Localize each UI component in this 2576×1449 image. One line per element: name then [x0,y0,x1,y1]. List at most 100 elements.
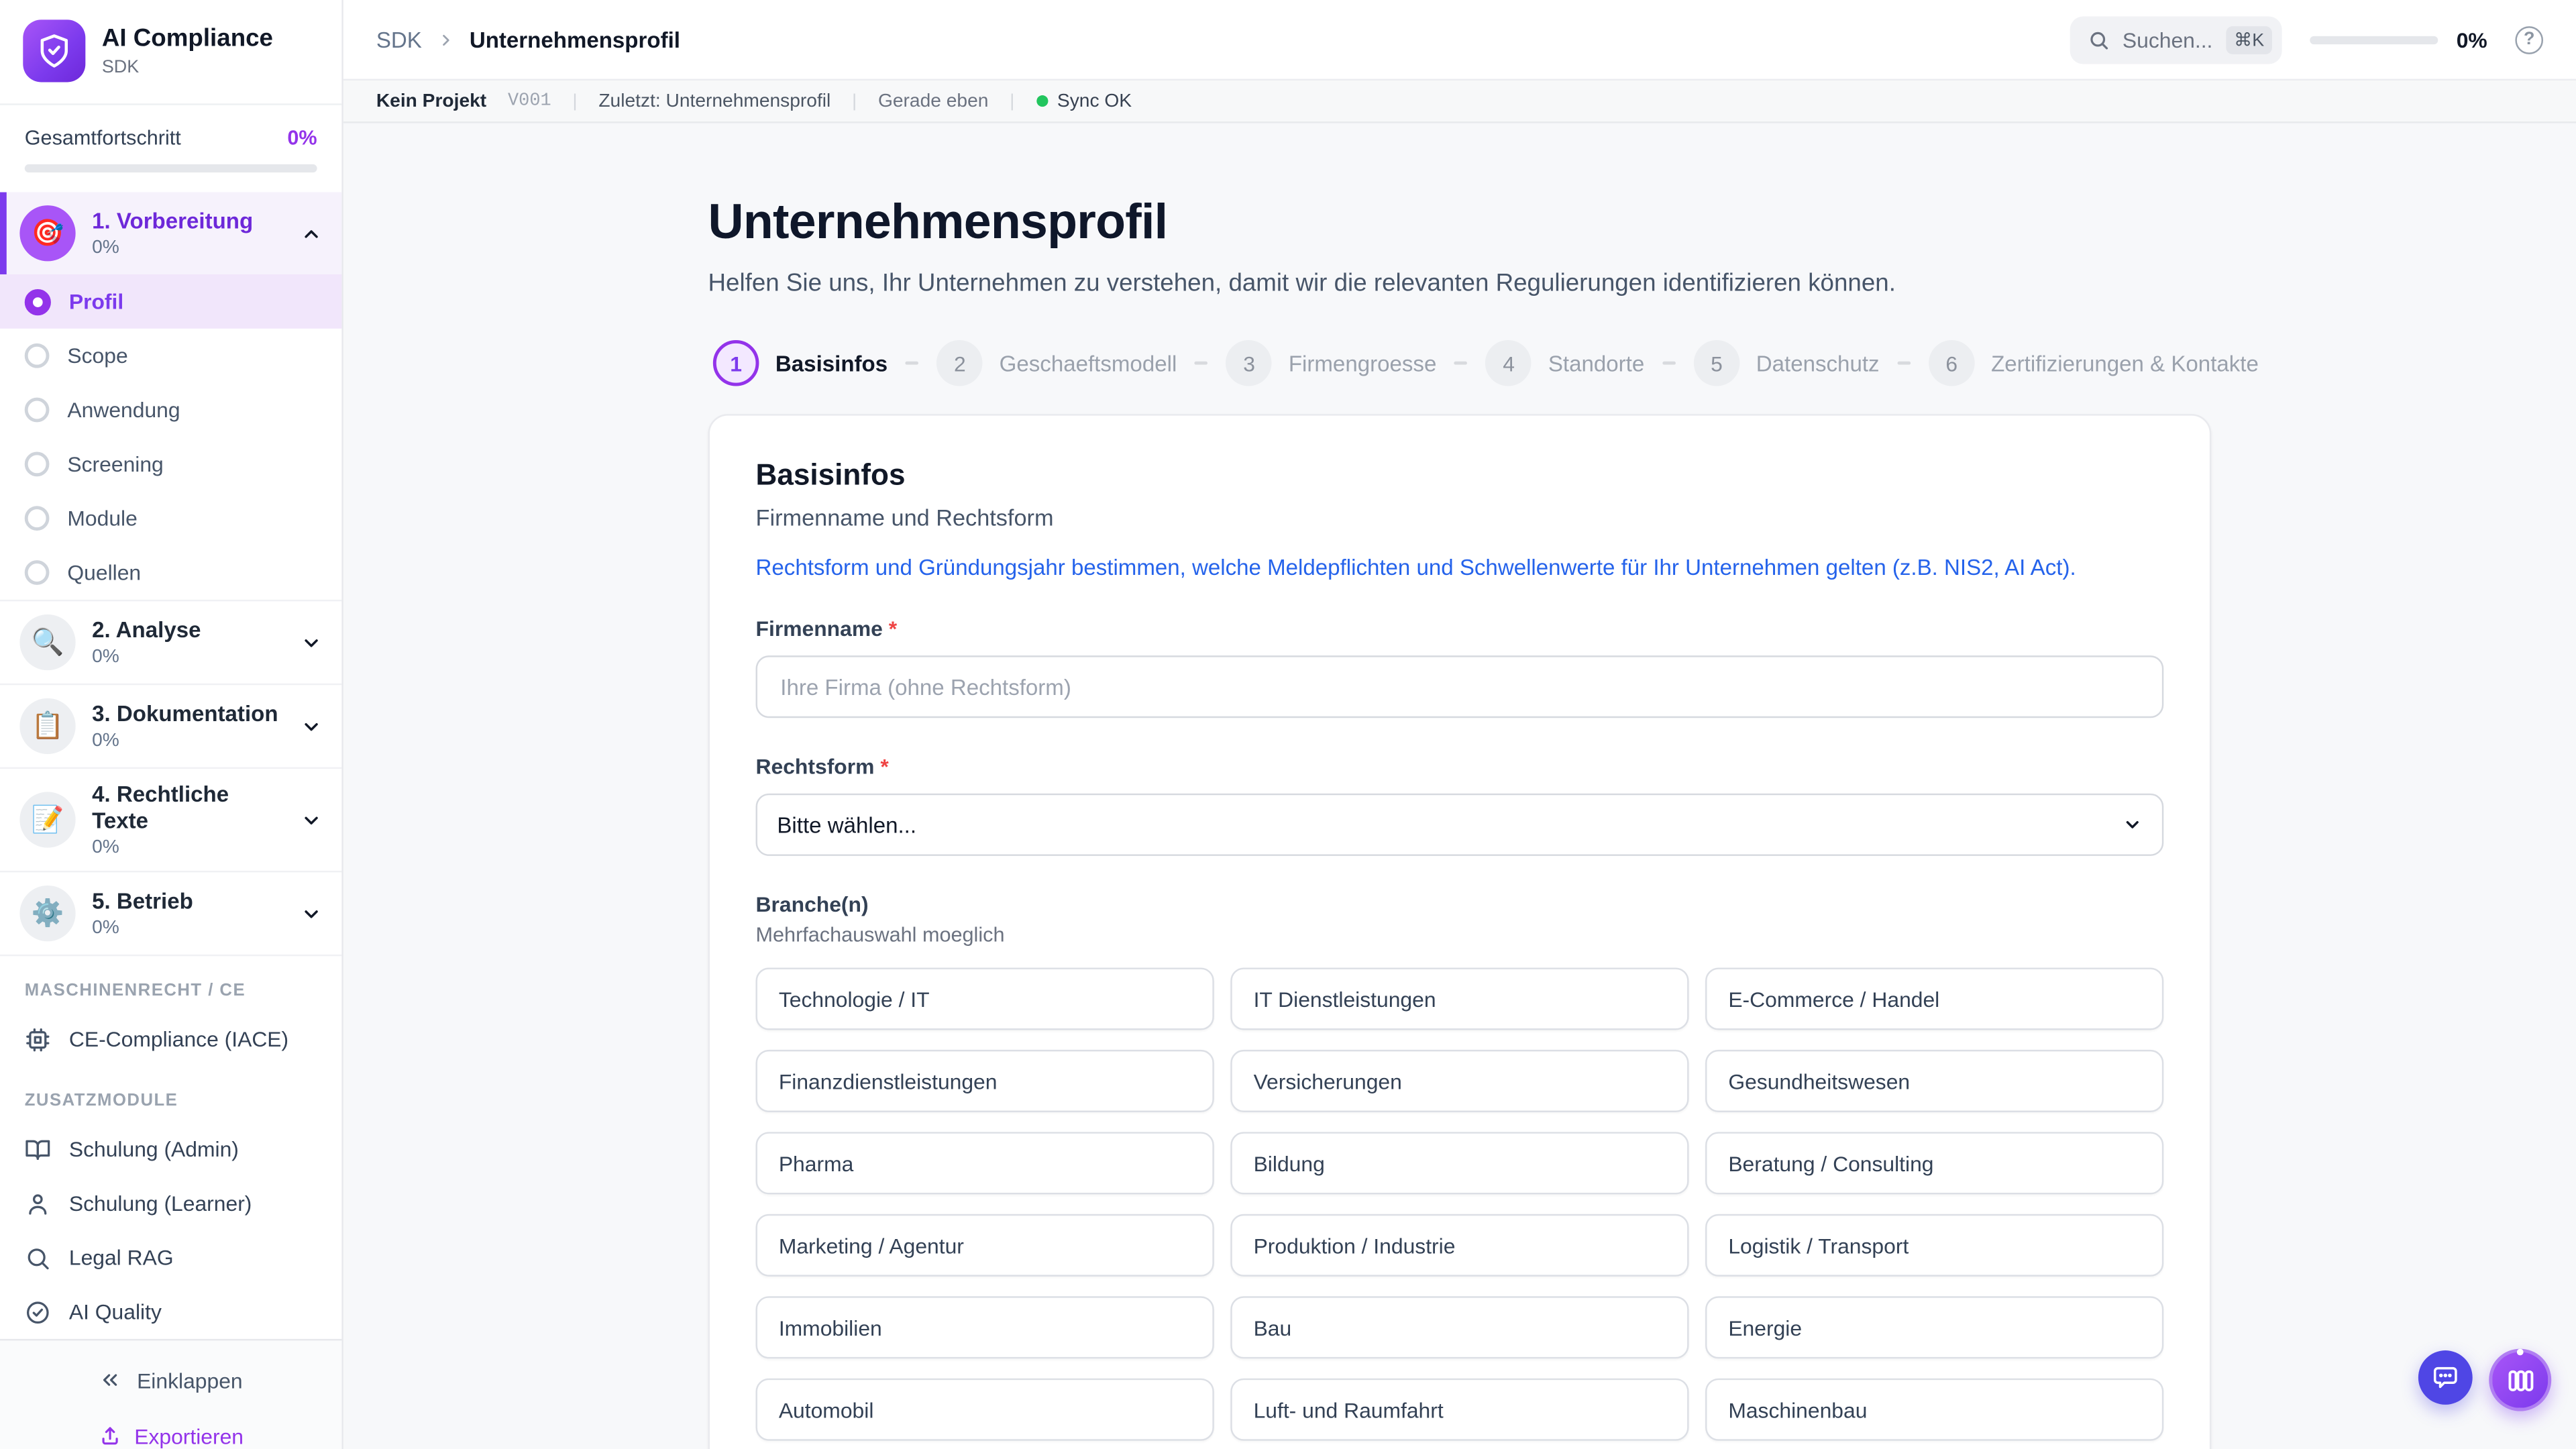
last-edited: Zuletzt: Unternehmensprofil [598,91,831,111]
step-label: Standorte [1548,350,1645,376]
sidebar-item-label: Screening [67,451,164,477]
step-label: Basisinfos [775,350,888,376]
page-progress-value: 0% [2456,27,2487,52]
industry-option-logistik-transport[interactable]: Logistik / Transport [1705,1214,2164,1277]
phase-list-collapsed: 🔍 2. Analyse 0% 📋 3. Dokumentation 0% 📝 4. Rech… [0,599,342,957]
sidebar-phase-vorbereitung[interactable]: 🎯 1. Vorbereitung 0% [0,192,342,274]
version-badge: V001 [508,91,551,111]
rechtsform-selected-value: Bitte wählen... [777,812,917,837]
phase-items: Profil Scope Anwendung Screening Module Quell… [0,274,342,600]
industry-option-gesundheitswesen[interactable]: Gesundheitswesen [1705,1049,2164,1112]
industry-option-immobilien[interactable]: Immobilien [755,1296,1214,1359]
industry-option-e-commerce-handel[interactable]: E-Commerce / Handel [1705,967,2164,1030]
industry-option-bildung[interactable]: Bildung [1230,1132,1689,1195]
sidebar-item-scope[interactable]: Scope [0,329,341,383]
sync-status: Sync OK [1036,91,1132,111]
step-standorte[interactable]: 4 Standorte [1485,339,1645,386]
export-button[interactable]: Exportieren [0,1412,341,1449]
phase-icon: 📋 [19,698,76,755]
shortcut-badge: ⌘K [2226,25,2273,54]
sidebar-item-schulung-learner[interactable]: Schulung (Learner) [0,1177,341,1231]
industry-option-maschinenbau[interactable]: Maschinenbau [1705,1378,2164,1441]
radio-empty-icon [24,343,50,368]
industry-option-versicherungen[interactable]: Versicherungen [1230,1049,1689,1112]
sidebar-phase-5-betrieb[interactable]: ⚙️ 5. Betrieb 0% [0,873,341,955]
sidebar-item-quellen[interactable]: Quellen [0,545,341,600]
sidebar-footer: Einklappen Exportieren [0,1339,342,1449]
step-geschaeftsmodell[interactable]: 2 Geschaeftsmodell [936,339,1177,386]
export-label: Exportieren [134,1424,244,1449]
panels-fab-button[interactable] [2489,1348,2552,1411]
step-number: 1 [712,339,759,386]
step-number: 4 [1485,339,1532,386]
industry-option-finanzdienstleistungen[interactable]: Finanzdienstleistungen [755,1049,1214,1112]
step-separator [906,361,919,366]
help-icon[interactable]: ? [2515,25,2544,54]
overall-progress-bar [24,164,317,173]
overall-progress: Gesamtfortschritt 0% [0,105,341,193]
branche-label: Branche(n) [755,892,869,917]
sidebar-phase-3-dokumentation[interactable]: 📋 3. Dokumentation 0% [0,685,341,767]
firmenname-input[interactable] [755,655,2164,718]
industry-option-energie[interactable]: Energie [1705,1296,2164,1359]
sidebar-item-schulung-admin[interactable]: Schulung (Admin) [0,1123,341,1177]
phase-percent: 0% [92,731,119,751]
page-title: Unternehmensprofil [708,195,1169,250]
search-input[interactable]: Suchen... ⌘K [2070,15,2283,64]
industry-option-beratung-consulting[interactable]: Beratung / Consulting [1705,1132,2164,1195]
step-datenschutz[interactable]: 5 Datenschutz [1693,339,1880,386]
app-subtitle: SDK [101,56,140,77]
industry-option-luft-und-raumfahrt[interactable]: Luft- und Raumfahrt [1230,1378,1689,1441]
industry-option-marketing-agentur[interactable]: Marketing / Agentur [755,1214,1214,1277]
sidebar-item-ce-compliance-iace[interactable]: CE-Compliance (IACE) [0,1012,341,1067]
sidebar-item-anwendung[interactable]: Anwendung [0,383,341,437]
breadcrumb: SDK Unternehmensprofil [376,27,680,52]
industry-option-pharma[interactable]: Pharma [755,1132,1214,1195]
radio-empty-icon [24,451,50,477]
industry-option-it-dienstleistungen[interactable]: IT Dienstleistungen [1230,967,1689,1030]
chevron-down-icon [301,716,322,737]
phase-title: 4. Rechtliche Texte [92,782,229,834]
sidebar-item-label: Schulung (Learner) [68,1191,252,1217]
industry-option-technologie-it[interactable]: Technologie / IT [755,967,1214,1030]
project-name: Kein Projekt [376,91,487,111]
section-label: ZUSATZMODULE [24,1091,178,1112]
sync-label: Sync OK [1057,91,1132,111]
sidebar-item-profil[interactable]: Profil [0,274,342,329]
sidebar-phase-4-rechtliche-texte[interactable]: 📝 4. Rechtliche Texte 0% [0,769,341,871]
radio-empty-icon [24,506,50,531]
collapse-sidebar-button[interactable]: Einklappen [0,1356,341,1405]
card-hint-link: Rechtsform und Gründungsjahr bestimmen, … [755,555,2076,580]
step-label: Datenschutz [1756,350,1880,376]
breadcrumb-root[interactable]: SDK [376,27,422,52]
phase-icon: ⚙️ [19,885,76,943]
sidebar-item-label: AI Quality [68,1300,162,1325]
radio-empty-icon [24,560,50,585]
chat-fab-button[interactable] [2418,1350,2473,1405]
sidebar-item-legal-rag[interactable]: Legal RAG [0,1231,341,1285]
chevron-down-icon [301,632,322,653]
chevron-down-icon [301,810,322,831]
phase-percent: 0% [92,647,119,667]
sidebar-item-screening[interactable]: Screening [0,437,341,491]
rechtsform-label: Rechtsform * [755,754,889,779]
sidebar-item-label: Quellen [67,560,142,585]
step-basisinfos[interactable]: 1 Basisinfos [712,339,888,386]
step-firmengroesse[interactable]: 3 Firmengroesse [1226,339,1436,386]
sidebar-phase-2-analyse[interactable]: 🔍 2. Analyse 0% [0,601,341,683]
page-progress-bar [2310,35,2438,44]
sidebar-item-label: Legal RAG [68,1246,174,1271]
industry-grid: Technologie / IT IT Dienstleistungen E-Com… [755,967,2164,1449]
last-edited-time: Gerade eben [877,91,989,111]
step-zertifizierungen-kontakte[interactable]: 6 Zertifizierungen & Kontakte [1929,339,2259,386]
firmenname-label: Firmenname * [755,616,898,641]
sidebar-item-module[interactable]: Module [0,491,341,545]
radio-selected-icon [24,288,51,315]
industry-option-produktion-industrie[interactable]: Produktion / Industrie [1230,1214,1689,1277]
sidebar-item-ai-quality[interactable]: AI Quality [0,1285,341,1340]
rechtsform-select[interactable]: Bitte wählen... [755,793,2164,856]
step-separator [1195,361,1208,366]
industry-option-automobil[interactable]: Automobil [755,1378,1214,1441]
industry-option-bau[interactable]: Bau [1230,1296,1689,1359]
stepper: 1 Basisinfos 2 Geschaeftsmodell 3 Firmengroes… [708,339,2259,386]
